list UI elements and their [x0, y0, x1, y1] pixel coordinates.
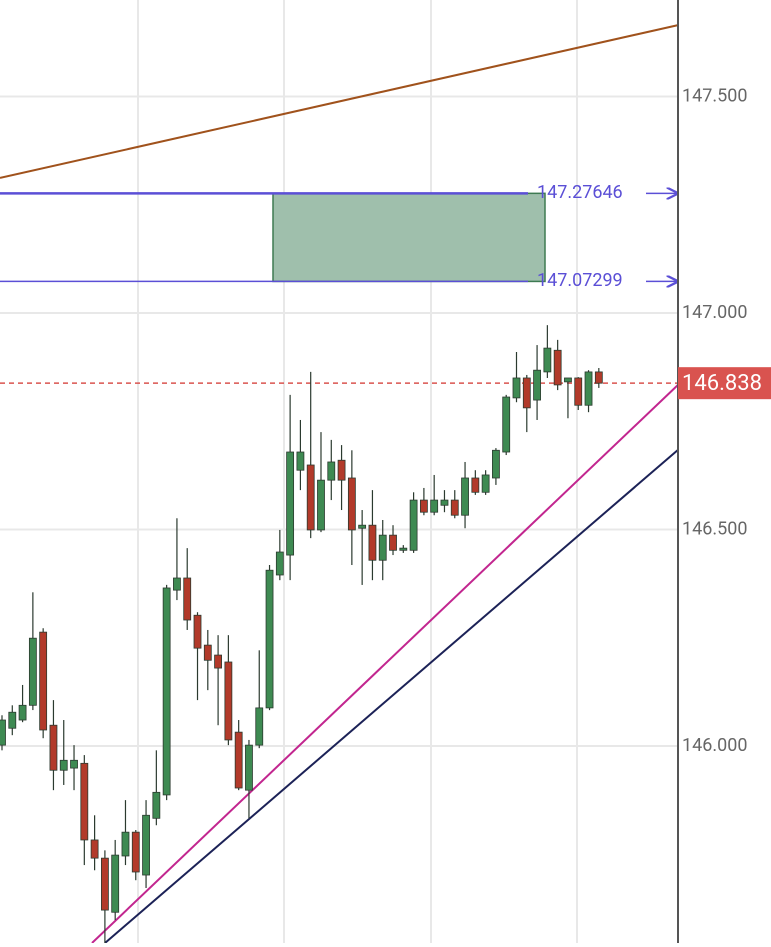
candle-body — [162, 587, 171, 796]
trend-line — [104, 449, 679, 944]
candle-body — [28, 637, 37, 706]
candle-body — [409, 499, 418, 551]
candle-body — [142, 814, 150, 876]
candle-body — [533, 369, 541, 401]
candle-body — [296, 451, 305, 471]
y-tick-label: 146.500 — [682, 518, 747, 539]
vertical-grid — [137, 0, 578, 943]
candle-body — [450, 499, 459, 516]
candle-body — [275, 551, 284, 576]
candle-body — [368, 524, 377, 561]
candle-body — [317, 479, 325, 531]
zone-box — [272, 192, 546, 283]
candle-body — [594, 371, 603, 384]
candle-body — [245, 744, 253, 791]
candle-body — [70, 759, 78, 769]
candle-body — [584, 371, 593, 406]
level-label: 147.07299 — [537, 270, 623, 291]
candle-body — [574, 377, 583, 406]
candle-body — [440, 499, 449, 506]
candle-body — [80, 762, 89, 841]
candle-body — [347, 477, 356, 531]
candle-body — [0, 719, 6, 746]
candle-body — [18, 704, 27, 721]
y-tick-label: 146.000 — [682, 735, 747, 756]
candle-body — [286, 451, 295, 556]
candle-body — [337, 459, 346, 481]
candle-body — [131, 831, 140, 873]
price-tag — [678, 367, 771, 400]
candle-body — [59, 759, 68, 771]
candle-body — [512, 377, 521, 399]
candle-body — [39, 631, 48, 731]
candle-body — [481, 474, 490, 493]
candle-body — [49, 724, 58, 771]
trend-line — [0, 24, 679, 179]
candle-body — [553, 349, 562, 386]
candle-body — [502, 396, 511, 453]
candle-body — [152, 791, 161, 819]
candle-body — [522, 377, 531, 409]
candle-body — [111, 854, 120, 913]
trend-line — [91, 384, 679, 944]
candle-body — [90, 839, 99, 859]
candle-body — [358, 524, 367, 529]
candle-body — [224, 661, 233, 741]
candle-body — [419, 499, 428, 513]
level-label: 147.27646 — [537, 182, 623, 203]
candle-body — [306, 464, 315, 531]
candle-body — [265, 569, 274, 709]
candle-body — [399, 547, 408, 551]
candle-body — [121, 831, 130, 857]
y-tick-label: 147.000 — [682, 302, 747, 323]
candle-body — [430, 499, 439, 513]
candle-body — [492, 449, 500, 479]
candle-body — [183, 577, 192, 621]
candle-body — [8, 711, 17, 729]
candle-body — [389, 534, 397, 551]
candle-body — [564, 377, 572, 383]
candle-body — [173, 577, 181, 591]
candle-body — [327, 461, 336, 481]
candle-body — [543, 347, 552, 373]
price-tag-label: 146.838 — [682, 371, 762, 396]
candle-body — [471, 477, 480, 493]
candle-body — [461, 477, 469, 516]
candle-body — [378, 534, 387, 561]
candle-body — [214, 654, 222, 669]
y-tick-label: 147.500 — [682, 85, 747, 106]
candle-body — [234, 731, 243, 789]
candle-body — [101, 857, 109, 911]
candle-body — [203, 644, 212, 661]
candle-body — [193, 614, 202, 649]
candle-body — [255, 707, 264, 746]
